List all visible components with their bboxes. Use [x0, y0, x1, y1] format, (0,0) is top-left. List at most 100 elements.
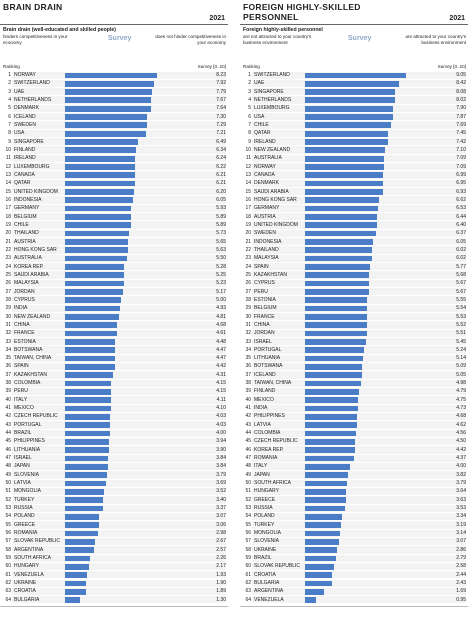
rank: 52 — [5, 496, 11, 503]
rank: 48 — [245, 463, 251, 470]
rank: 64 — [245, 596, 251, 603]
row-background — [12, 387, 226, 396]
bar — [305, 488, 346, 495]
bar — [65, 280, 124, 287]
rank: 58 — [5, 546, 11, 553]
country-name: SLOVENIA — [254, 538, 280, 545]
country-name: QATAR — [14, 180, 31, 187]
bar — [305, 547, 338, 553]
country-name: POLAND — [254, 513, 275, 520]
country-name: SLOVAK REPUBLIC — [254, 563, 301, 570]
country-name: SWITZERLAND — [254, 72, 290, 78]
rank: 1 — [248, 72, 251, 78]
row-background — [12, 437, 226, 446]
row-background — [252, 387, 466, 396]
value-label: 0.95 — [456, 596, 466, 603]
country-name: LUXEMBOURG — [14, 163, 50, 170]
value-label: 3.69 — [216, 480, 226, 487]
rank: 55 — [5, 521, 11, 528]
bar — [305, 305, 368, 312]
bar — [65, 588, 87, 595]
value-label: 3.34 — [456, 513, 466, 520]
rank: 61 — [245, 571, 251, 578]
bar — [305, 105, 394, 112]
value-label: 1.69 — [456, 588, 466, 595]
row-background — [12, 529, 226, 537]
source-logo: Survey — [108, 35, 132, 42]
country-name: ISRAEL — [14, 455, 32, 462]
row-background — [12, 412, 226, 421]
bar — [305, 164, 385, 170]
rank: 60 — [5, 563, 11, 570]
value-label: 4.47 — [216, 346, 226, 353]
country-name: ARGENTINA — [254, 588, 284, 595]
value-label: 5.52 — [456, 321, 466, 328]
country-name: SINGAPORE — [14, 138, 44, 145]
value-label: 8.08 — [456, 88, 466, 95]
value-label: 5.24 — [456, 346, 466, 353]
rank: 14 — [5, 180, 11, 187]
bar — [65, 455, 108, 462]
value-label: 4.68 — [456, 413, 466, 420]
value-label: 4.42 — [456, 446, 466, 453]
bar — [65, 422, 111, 428]
row-background — [252, 529, 466, 537]
value-label: 3.84 — [216, 455, 226, 462]
value-label: 3.82 — [456, 471, 466, 478]
value-label: 6.44 — [456, 213, 466, 220]
bar — [65, 555, 91, 562]
country-name: GERMANY — [14, 205, 40, 212]
rank: 2 — [8, 80, 11, 87]
bar — [305, 497, 346, 503]
row-background — [252, 404, 466, 412]
bar — [305, 538, 340, 545]
rank: 27 — [245, 288, 251, 295]
bar — [65, 513, 100, 520]
value-label: 5.50 — [216, 255, 226, 262]
country-name: COLOMBIA — [14, 380, 41, 387]
value-label: 4.10 — [216, 405, 226, 412]
value-label: 4.00 — [456, 463, 466, 470]
country-name: PHILIPPINES — [254, 413, 285, 420]
rank: 21 — [5, 238, 11, 245]
bar — [65, 438, 110, 445]
rank: 56 — [245, 530, 251, 537]
rank: 51 — [5, 488, 11, 495]
country-name: FRANCE — [14, 330, 35, 337]
value-label: 6.34 — [216, 146, 226, 153]
rank: 19 — [245, 221, 251, 228]
country-name: ESTONIA — [14, 338, 36, 345]
rank: 21 — [245, 238, 251, 245]
rank: 29 — [5, 305, 11, 312]
country-name: CANADA — [254, 171, 275, 178]
value-label: 4.79 — [456, 388, 466, 395]
subtitle: Brain drain (well-educated and skilled p… — [3, 27, 116, 33]
rank: 40 — [245, 396, 251, 403]
rank: 39 — [245, 388, 251, 395]
row-background — [12, 479, 226, 487]
row-background — [12, 504, 226, 512]
country-name: SPAIN — [254, 263, 269, 270]
high-label: are attracted to your country's business… — [405, 34, 466, 45]
country-name: POLAND — [14, 513, 35, 520]
rank: 57 — [5, 538, 11, 545]
row-background — [252, 429, 466, 437]
bar — [305, 447, 355, 453]
bar — [305, 197, 380, 204]
country-name: NETHERLANDS — [14, 96, 52, 103]
row-background — [12, 329, 226, 337]
value-label: 8.42 — [456, 80, 466, 87]
country-name: PERU — [14, 388, 28, 395]
bar — [65, 105, 151, 112]
row-background — [12, 571, 226, 579]
row-background — [12, 554, 226, 562]
rank: 13 — [245, 171, 251, 178]
country-name: CROATIA — [254, 571, 276, 578]
value-label: 5.67 — [456, 288, 466, 295]
bar — [65, 522, 100, 528]
bar — [65, 538, 95, 545]
bar — [305, 80, 400, 87]
value-label: 4.62 — [456, 421, 466, 428]
bar — [65, 580, 87, 587]
value-label: 6.21 — [216, 171, 226, 178]
